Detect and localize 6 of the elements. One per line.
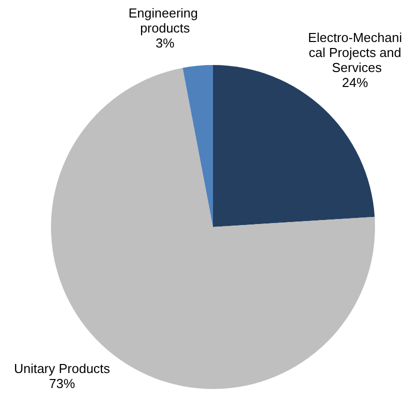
data-label: 3% — [156, 36, 175, 50]
slice-label: Engineering products — [128, 6, 202, 36]
slice-label: Electro-Mechanical Projects and Services — [308, 30, 402, 75]
data-label: 73% — [48, 376, 76, 391]
slice-label: Unitary Products — [14, 361, 111, 376]
data-label: 24% — [342, 75, 368, 90]
